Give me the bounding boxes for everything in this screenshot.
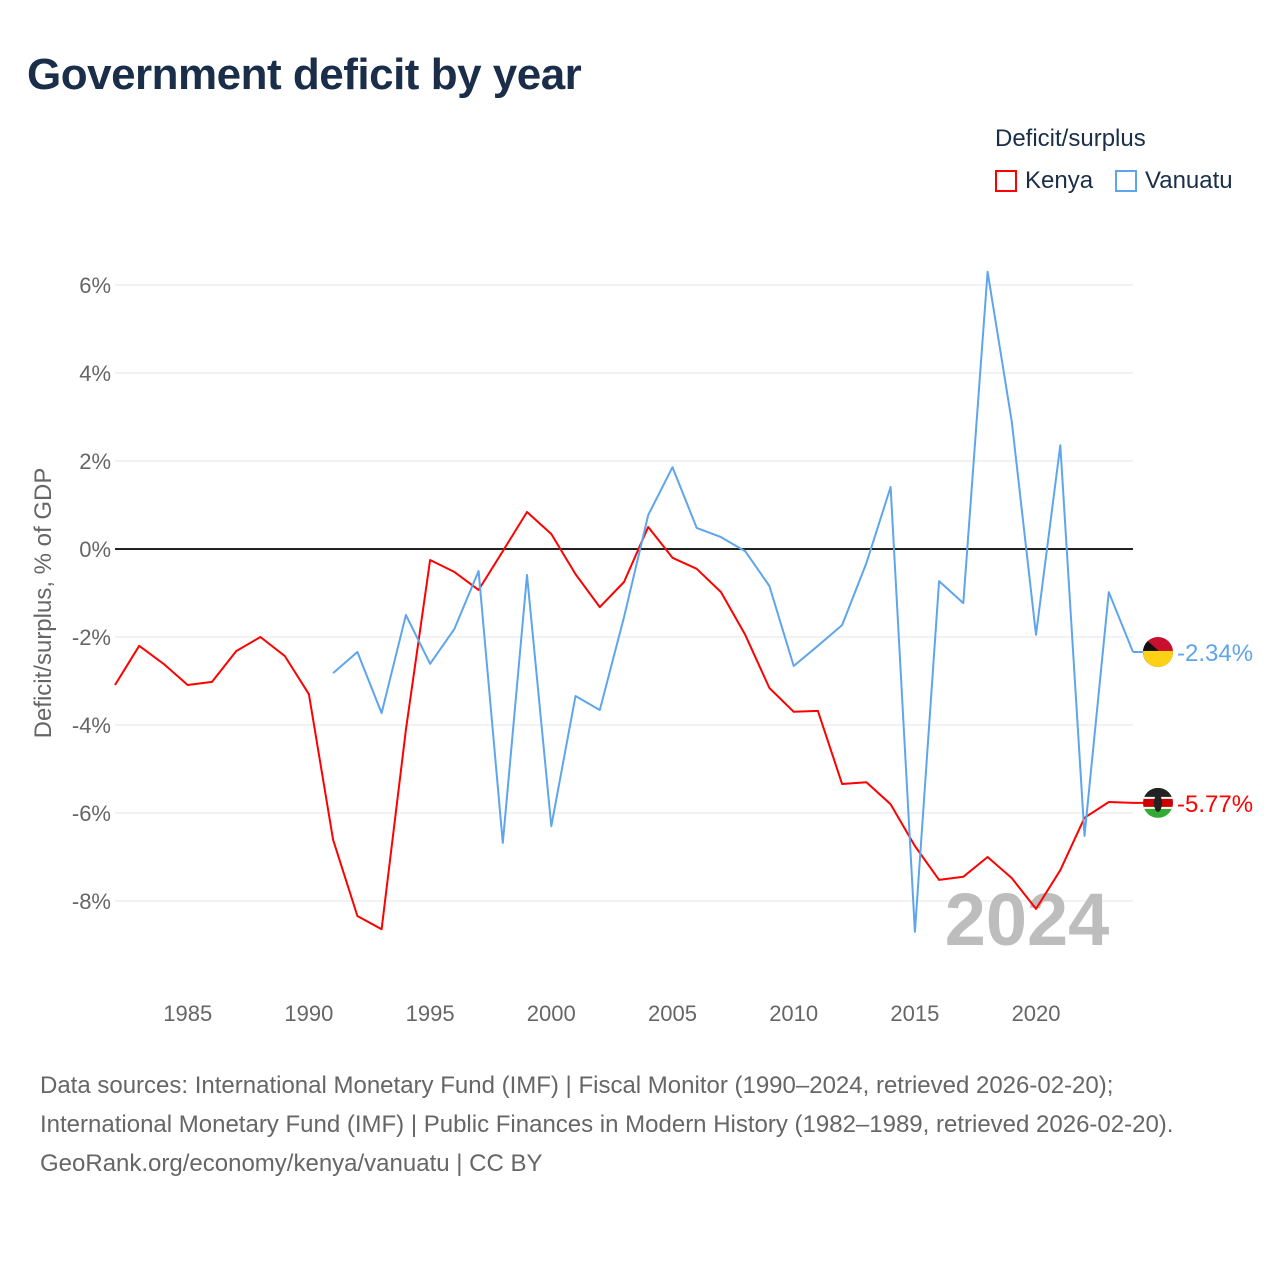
series-line-kenya [114,511,1134,931]
y-tick-label: -6% [72,801,111,826]
legend-label-vanuatu: Vanuatu [1145,167,1233,194]
y-tick-label: -8% [72,889,111,914]
x-tick-label: 2010 [769,1001,818,1026]
x-tick-label: 2020 [1012,1001,1061,1026]
attribution-link[interactable]: GeoRank.org/economy/kenya/vanuatu | CC B… [40,1150,543,1177]
legend-swatch-kenya [995,170,1017,192]
y-tick-label: -4% [72,713,111,738]
x-tick-label: 1990 [284,1001,333,1026]
y-tick-label: 4% [79,361,111,386]
series-line-vanuatu [332,270,1134,933]
x-tick-label: 1985 [163,1001,212,1026]
legend-item-vanuatu[interactable]: Vanuatu [1115,167,1233,195]
x-tick-label: 2000 [527,1001,576,1026]
sources: Data sources: International Monetary Fun… [40,1066,1240,1183]
end-value-label-kenya: -5.77% [1177,791,1253,818]
y-tick-label: -2% [72,625,111,650]
legend-item-kenya[interactable]: Kenya [995,167,1093,195]
y-tick-label: 6% [79,273,111,298]
legend-swatch-vanuatu [1115,170,1137,192]
chart-title: Government deficit by year [27,50,582,99]
data-sources-text: Data sources: International Monetary Fun… [40,1072,1174,1138]
y-tick-label: 2% [79,449,111,474]
y-axis-label: Deficit/surplus, % of GDP [30,468,57,739]
legend-label-kenya: Kenya [1025,167,1094,194]
year-watermark: 2024 [945,878,1110,961]
end-value-label-vanuatu: -2.34% [1177,640,1253,667]
legend-title: Deficit/surplus [995,125,1146,152]
flag-vanuatu-icon [1143,636,1173,667]
x-tick-label: 1995 [406,1001,455,1026]
x-tick-label: 2005 [648,1001,697,1026]
y-tick-label: 0% [79,537,111,562]
line-chart: 6% 4% 2% 0% -2% -4% -6% -8% 1985 1990 1995 2000 2005… [30,270,1253,1026]
flag-kenya-icon [1143,787,1173,818]
x-tick-label: 2015 [890,1001,939,1026]
